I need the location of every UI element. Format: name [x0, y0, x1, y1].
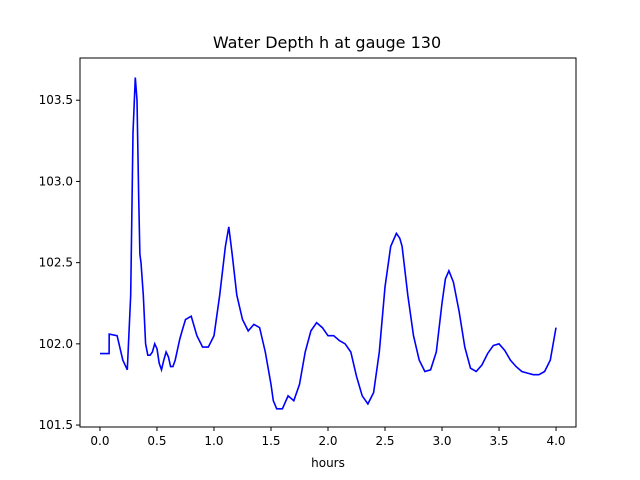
x-tick-label: 1.0 [204, 434, 223, 448]
chart-title: Water Depth h at gauge 130 [213, 33, 441, 52]
x-axis: 0.0 0.5 1.0 1.5 2.0 2.5 3.0 3.5 4.0 [90, 427, 566, 448]
y-tick-label: 102.5 [39, 256, 73, 270]
plot-frame [79, 57, 577, 428]
y-axis: 101.5 102.0 102.5 103.0 103.5 [39, 93, 80, 432]
x-axis-label: hours [311, 456, 345, 470]
x-tick-label: 0.5 [147, 434, 166, 448]
y-tick-label: 102.0 [39, 337, 73, 351]
x-tick-label: 4.0 [546, 434, 565, 448]
x-tick-label: 2.0 [318, 434, 337, 448]
x-tick-label: 3.5 [489, 434, 508, 448]
x-tick-label: 1.5 [261, 434, 280, 448]
water-depth-line [100, 77, 557, 410]
y-tick-label: 103.0 [39, 174, 73, 188]
x-tick-label: 2.5 [375, 434, 394, 448]
x-tick-label: 0.0 [90, 434, 109, 448]
x-tick-label: 3.0 [432, 434, 451, 448]
y-tick-label: 103.5 [39, 93, 73, 107]
y-tick-label: 101.5 [39, 418, 73, 432]
